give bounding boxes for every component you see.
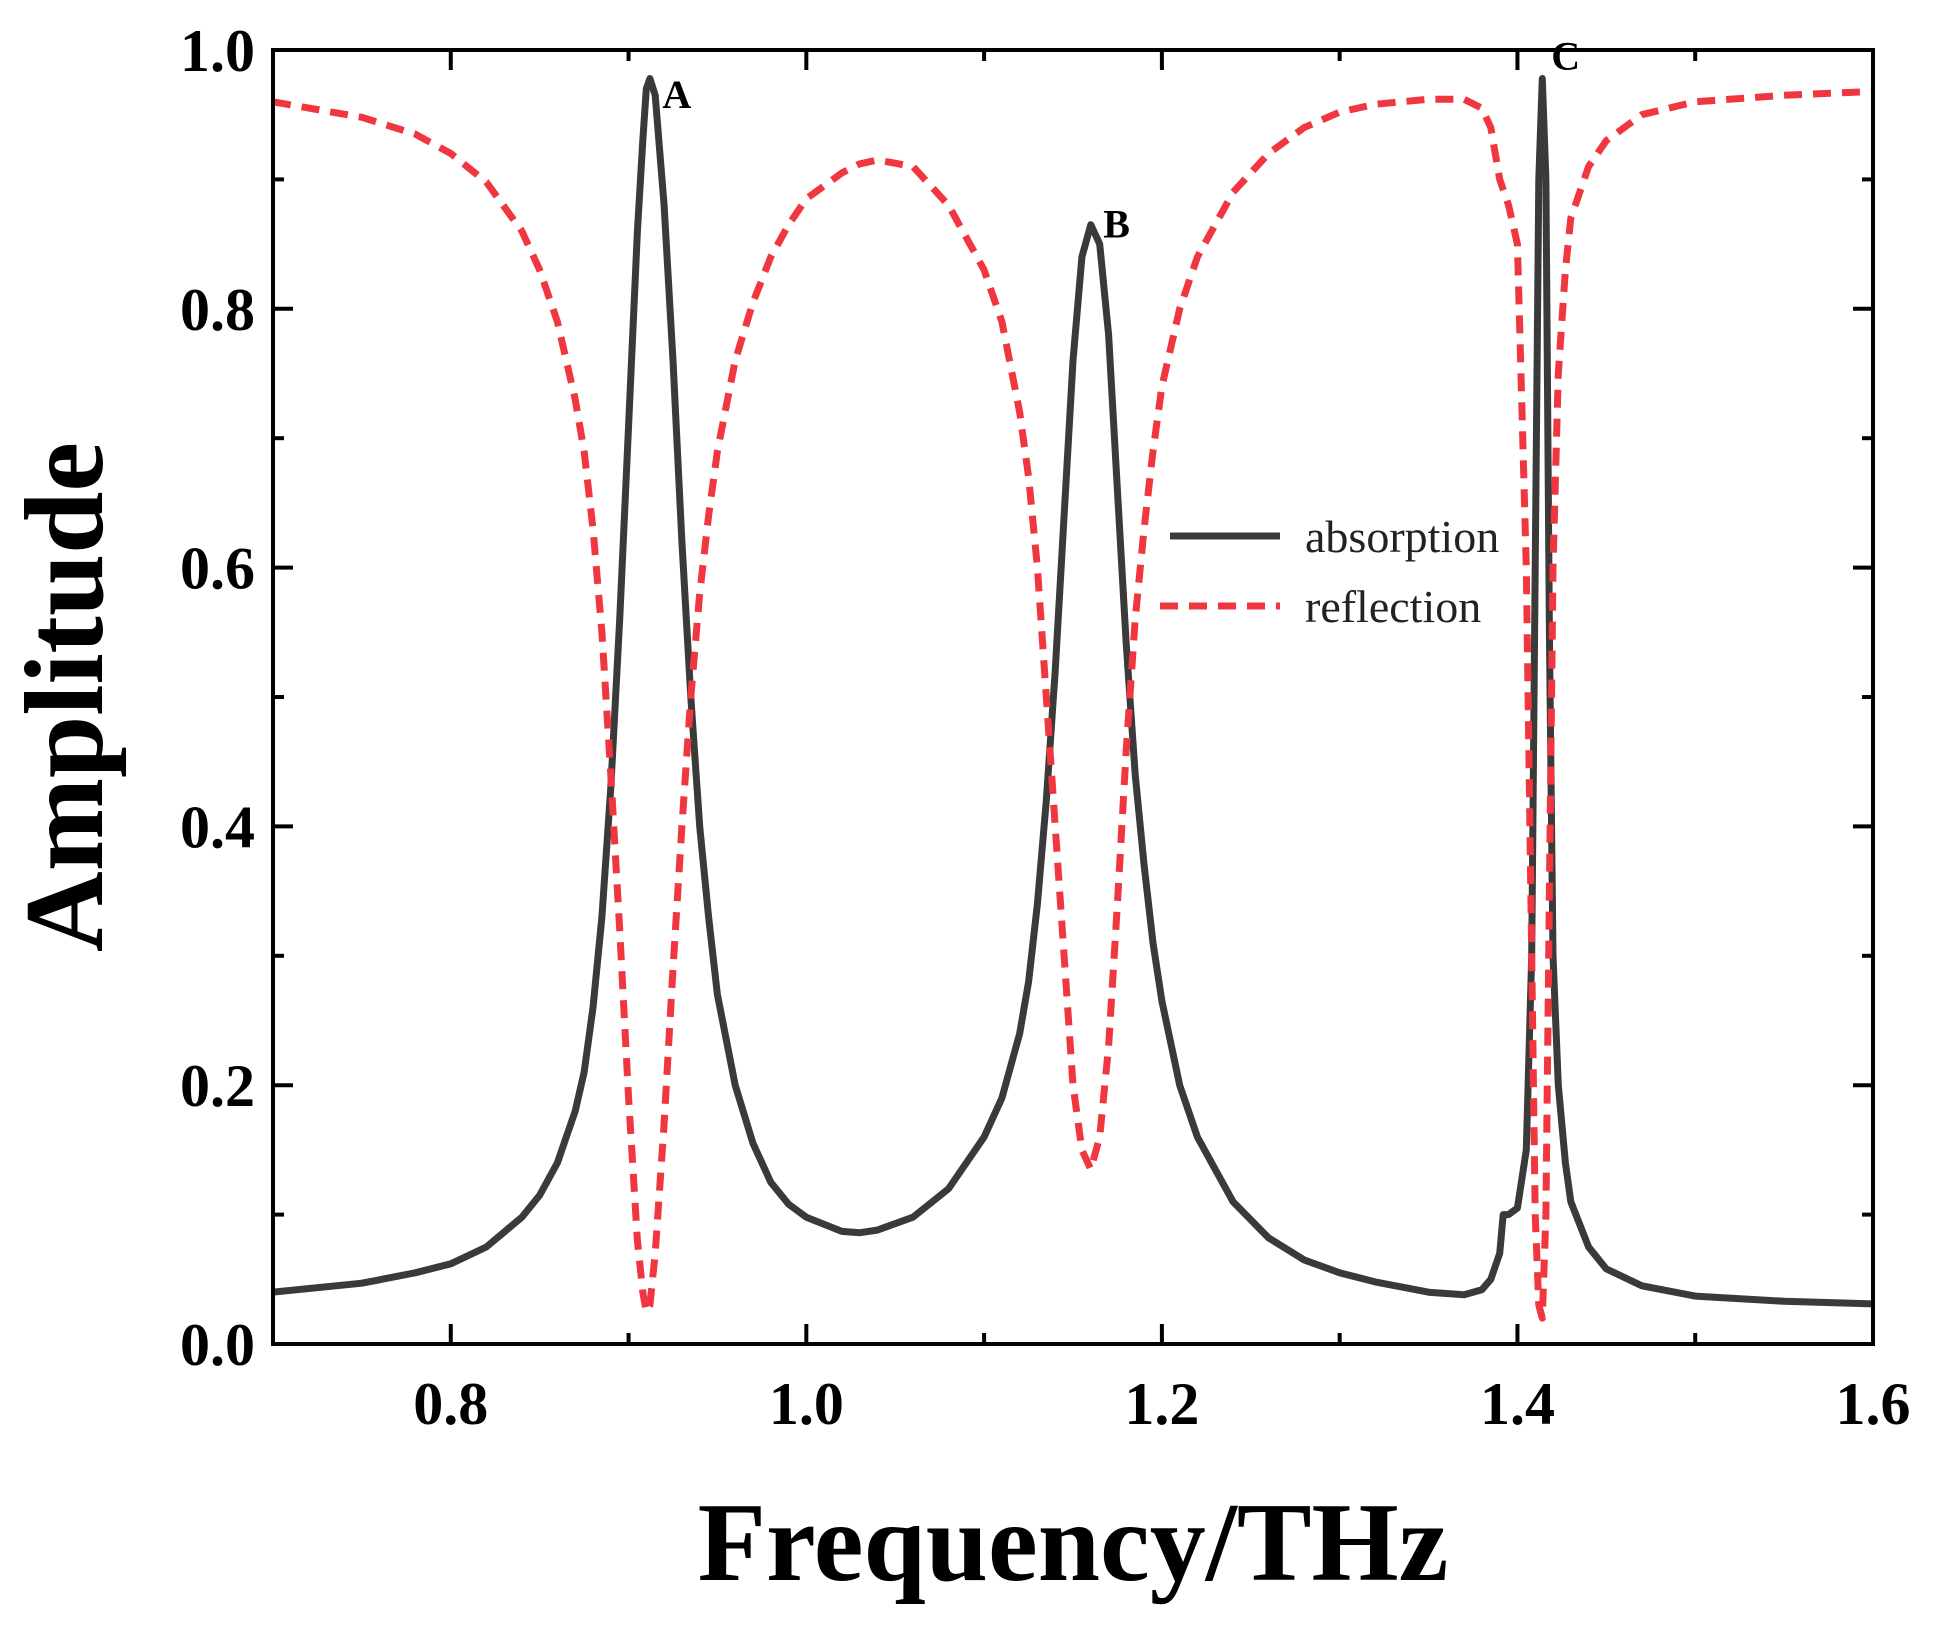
y-tick-label: 0.0 [180,1312,255,1378]
y-tick-label: 0.8 [180,277,255,343]
x-tick-label: 0.8 [413,1371,488,1437]
x-tick-label: 1.4 [1480,1371,1555,1437]
annotations-layer: A B C [662,33,1580,246]
y-axis-title: Amplitude [3,442,127,952]
peak-label-C: C [1551,33,1580,78]
y-tick-label: 1.0 [180,18,255,84]
x-axis-title: Frequency/THz [698,1481,1449,1605]
x-tick-label: 1.6 [1836,1371,1911,1437]
series-line-absorption [273,75,1873,1308]
series-layer [273,75,1873,1322]
x-tick-label: 1.2 [1124,1371,1199,1437]
legend: absorption reflection [1160,511,1499,632]
ticks-layer [271,48,1875,1346]
tick-labels-layer: 0.8 1.0 1.2 1.4 1.6 0.0 0.2 0.4 0.6 0.8 1.0 [180,18,1911,1437]
peak-label-A: A [662,72,691,117]
plot-background [273,50,1873,1344]
y-tick-label: 0.4 [180,794,255,860]
series-line-reflection [273,87,1873,1322]
legend-absorption-label: absorption [1305,511,1499,562]
legend-reflection-label: reflection [1305,581,1481,632]
peak-label-B: B [1103,202,1130,247]
y-tick-label: 0.2 [180,1053,255,1119]
x-tick-label: 1.0 [769,1371,844,1437]
y-tick-label: 0.6 [180,536,255,602]
plot-area [271,48,1875,1346]
